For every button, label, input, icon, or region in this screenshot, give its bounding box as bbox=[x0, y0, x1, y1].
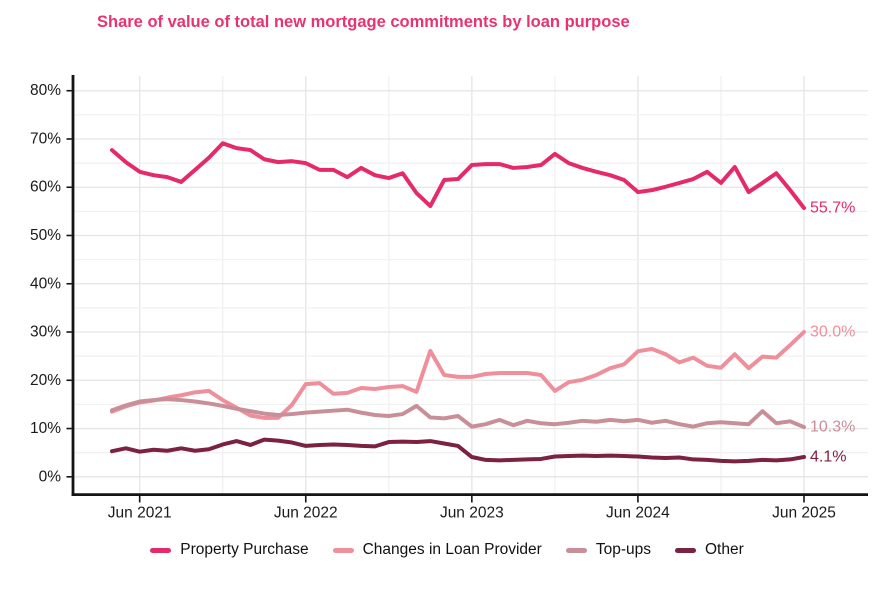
series-line-property-purchase bbox=[110, 141, 806, 210]
legend-item-other: Other bbox=[675, 541, 744, 559]
y-axis-tick-label: 70% bbox=[30, 130, 61, 147]
legend-item-changes-in-loan-provider: Changes in Loan Provider bbox=[332, 541, 542, 559]
series-end-label-changes-in-loan-provider: 30.0% bbox=[810, 324, 855, 341]
series-line-changes-in-loan-provider bbox=[110, 330, 806, 420]
legend-label-top-ups: Top-ups bbox=[595, 541, 651, 558]
legend-swatch-changes-in-loan-provider bbox=[332, 547, 354, 553]
x-axis-tick-label: Jun 2021 bbox=[108, 504, 172, 521]
series-end-label-property-purchase: 55.7% bbox=[810, 199, 855, 216]
y-axis-tick-label: 80% bbox=[30, 82, 61, 99]
series-end-label-other: 4.1% bbox=[810, 449, 846, 466]
y-axis-tick-label: 10% bbox=[30, 420, 61, 437]
series-line-other bbox=[110, 437, 806, 464]
y-axis-tick-label: 30% bbox=[30, 324, 61, 341]
legend-swatch-top-ups bbox=[565, 547, 587, 553]
series-end-label-top-ups: 10.3% bbox=[810, 419, 855, 436]
x-axis-tick-label: Jun 2022 bbox=[274, 504, 338, 521]
legend-item-property-purchase: Property Purchase bbox=[150, 541, 309, 559]
series-line-top-ups bbox=[110, 397, 806, 430]
x-axis-tick-label: Jun 2024 bbox=[606, 504, 670, 521]
y-axis-tick-label: 50% bbox=[30, 227, 61, 244]
legend-swatch-other bbox=[675, 547, 696, 553]
y-axis-tick-label: 0% bbox=[39, 468, 62, 485]
x-axis-tick-label: Jun 2025 bbox=[772, 504, 836, 521]
legend-label-changes-in-loan-provider: Changes in Loan Provider bbox=[362, 541, 542, 558]
legend-swatch-property-purchase bbox=[150, 547, 172, 553]
y-axis-tick-label: 20% bbox=[30, 372, 61, 389]
legend-item-top-ups: Top-ups bbox=[565, 541, 651, 559]
legend-label-other: Other bbox=[705, 541, 744, 558]
y-axis-tick-label: 60% bbox=[30, 179, 61, 196]
y-axis-tick-label: 40% bbox=[30, 275, 61, 292]
mortgage-share-line-chart: 0% 10% 20% 30% 40% 50% 60% 70% 80% Jun 2021 Jun 20… bbox=[30, 75, 868, 521]
x-axis-tick-label: Jun 2023 bbox=[440, 504, 504, 521]
chart-title: Share of value of total new mortgage com… bbox=[97, 13, 630, 31]
chart-legend: Property Purchase Changes in Loan Provide… bbox=[0, 541, 894, 559]
legend-label-property-purchase: Property Purchase bbox=[180, 541, 309, 558]
